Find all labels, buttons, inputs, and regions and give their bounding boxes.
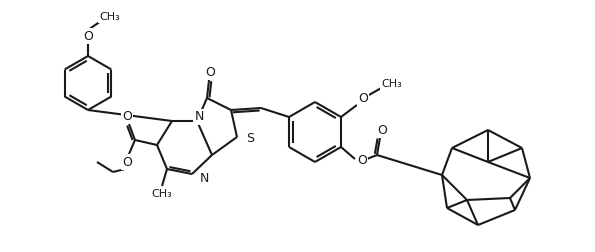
Text: O: O <box>205 66 215 79</box>
Text: N: N <box>195 110 203 123</box>
Text: S: S <box>246 132 254 144</box>
Text: CH₃: CH₃ <box>152 189 173 199</box>
Text: O: O <box>377 123 387 137</box>
Text: O: O <box>122 110 132 122</box>
Text: O: O <box>83 29 93 43</box>
Text: CH₃: CH₃ <box>99 12 120 22</box>
Text: N: N <box>200 172 209 184</box>
Text: O: O <box>358 92 368 106</box>
Text: O: O <box>122 155 132 169</box>
Text: CH₃: CH₃ <box>381 79 402 89</box>
Text: O: O <box>357 154 367 168</box>
